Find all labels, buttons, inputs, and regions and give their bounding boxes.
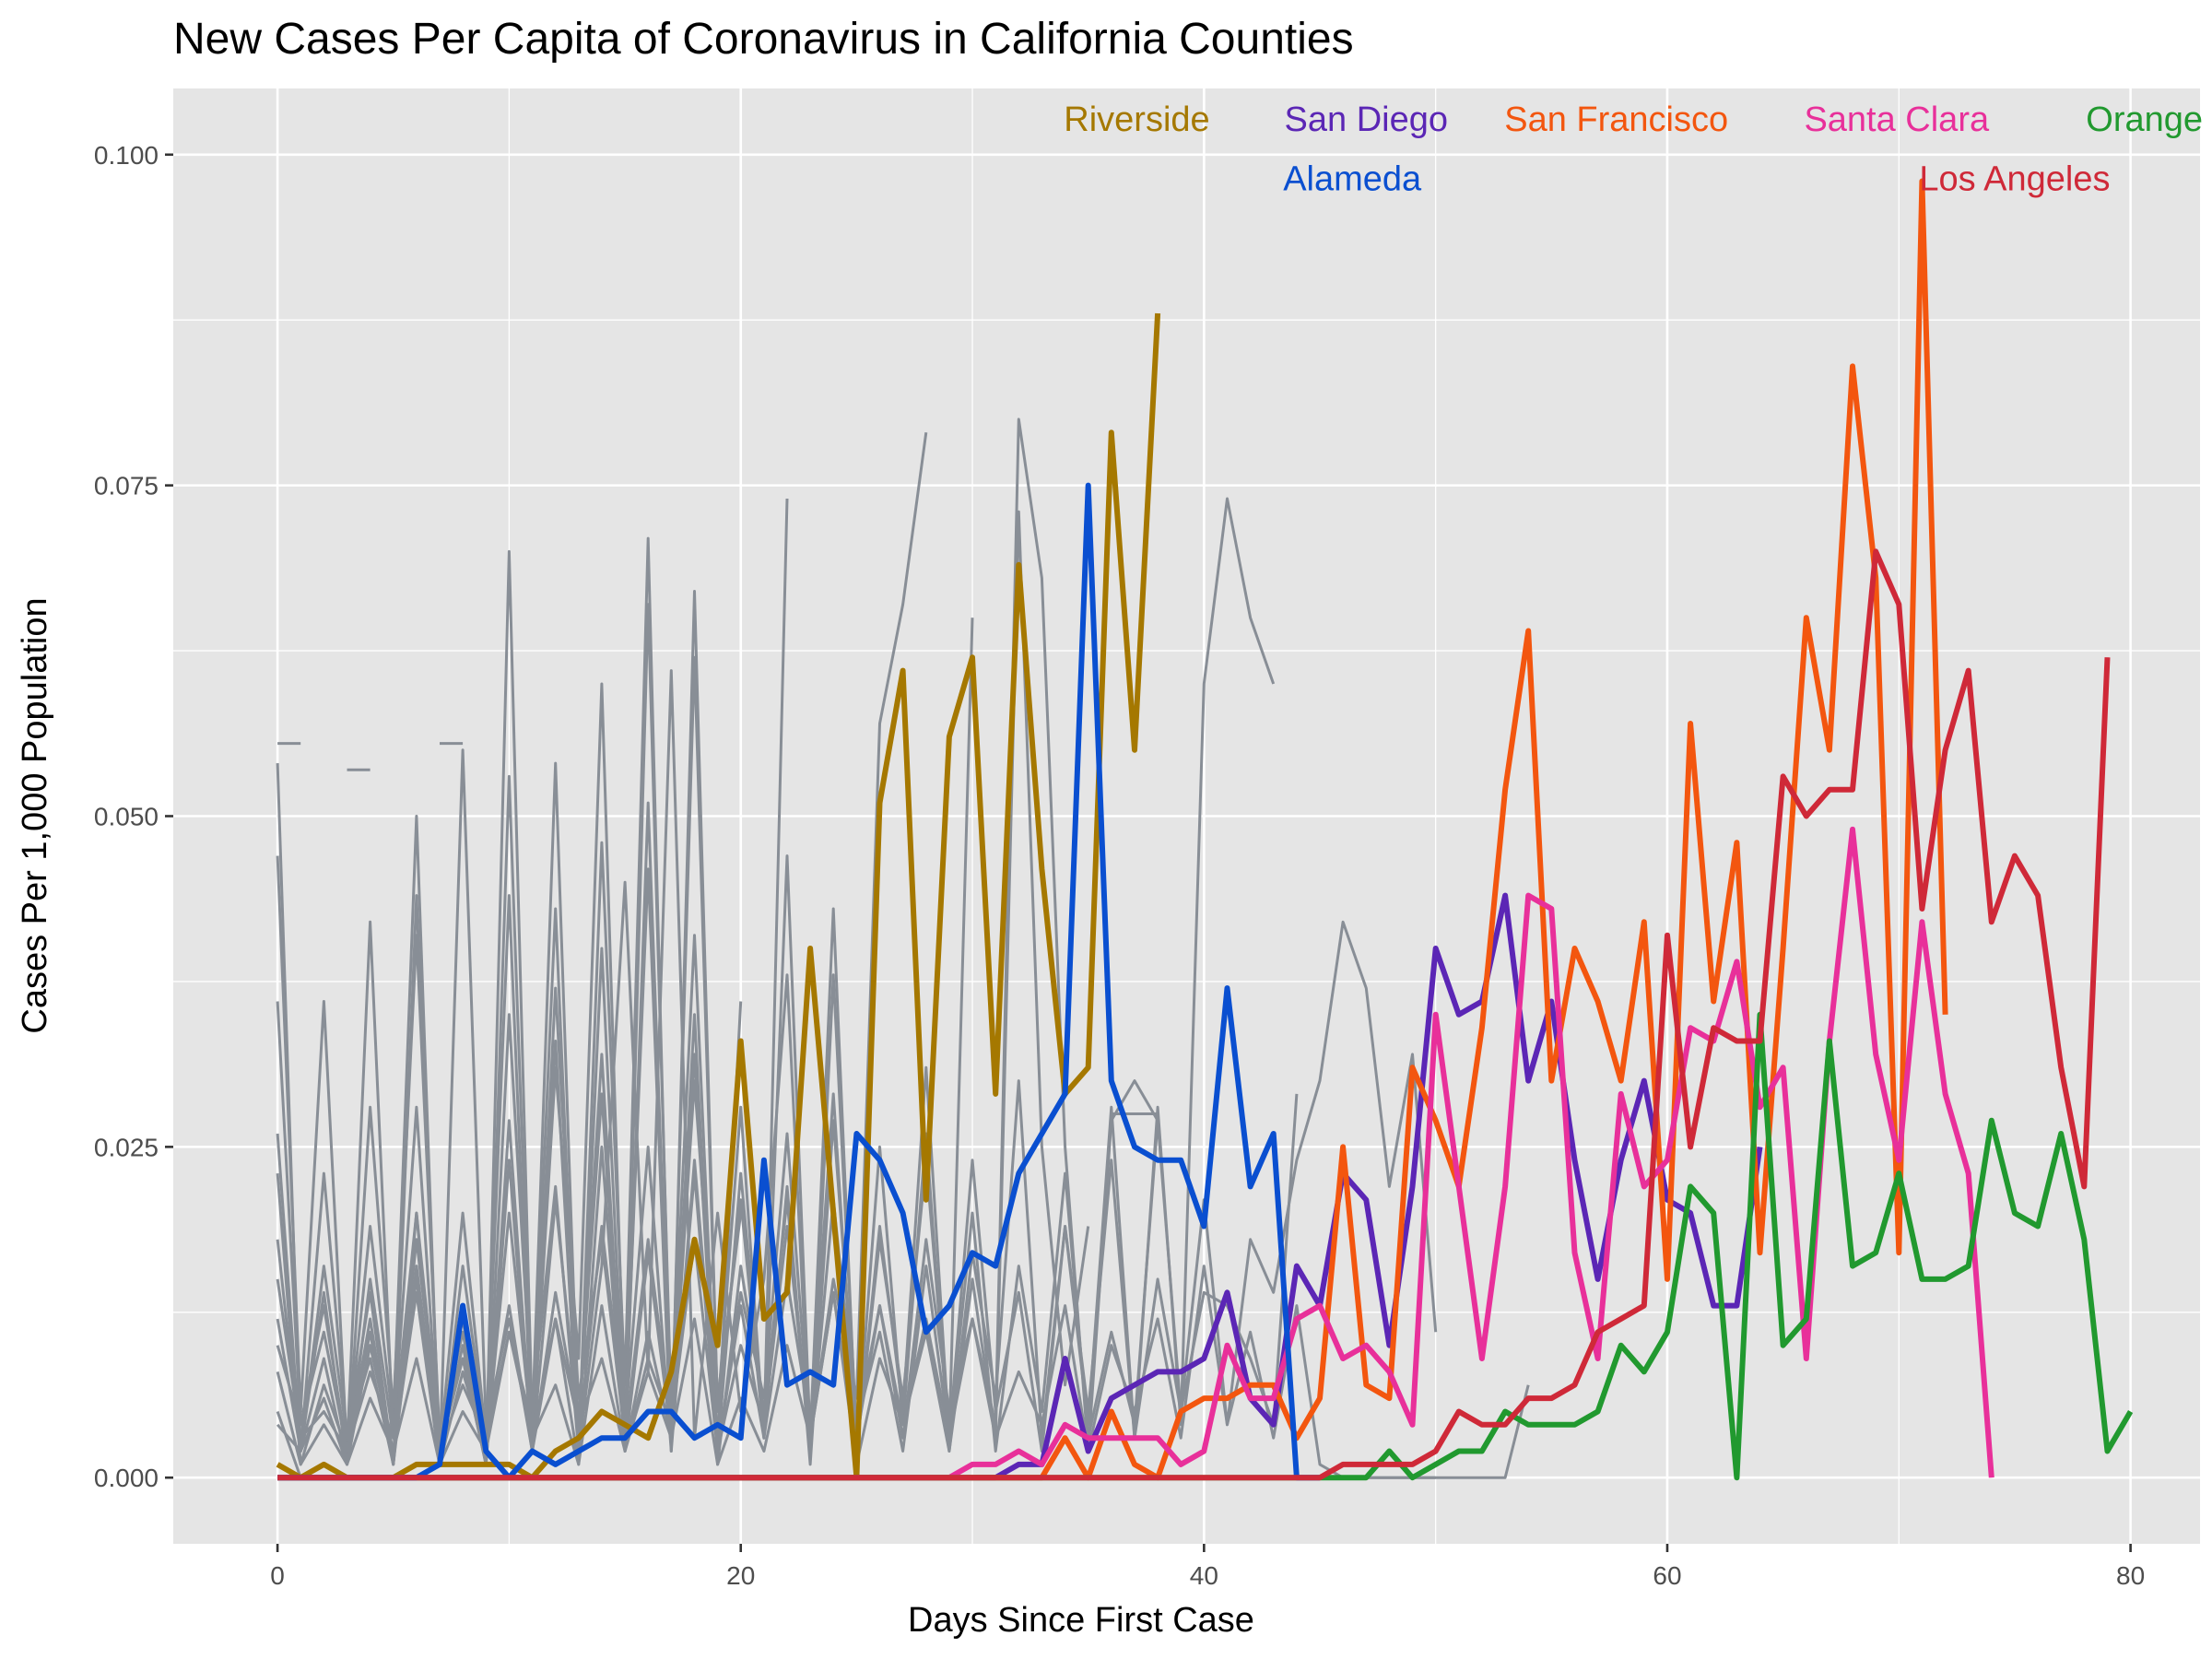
x-tick-label: 80	[2116, 1561, 2145, 1590]
series-label-santa-clara: Santa Clara	[1804, 100, 1990, 139]
series-line-alameda	[277, 482, 1320, 1481]
y-tick-label: 0.075	[94, 472, 159, 500]
series-label-riverside: Riverside	[1064, 100, 1209, 139]
series-label-san-diego: San Diego	[1285, 100, 1448, 139]
series-line-riverside	[276, 312, 1161, 1481]
x-tick-label: 40	[1190, 1561, 1218, 1590]
x-tick-label: 20	[726, 1561, 755, 1590]
chart-title: New Cases Per Capita of Coronavirus in C…	[173, 15, 1354, 64]
x-tick-label: 60	[1653, 1561, 1681, 1590]
county-labels: Riverside San Diego San Francisco Santa Cla…	[1064, 100, 2203, 199]
y-axis-ticks: 0.000 0.025 0.050 0.075 0.100	[94, 141, 173, 1492]
y-tick-label: 0.100	[94, 141, 159, 170]
series-label-los-angeles: Los Angeles	[1919, 160, 2110, 199]
series-line-los-angeles	[277, 548, 2111, 1481]
highlighted-county-lines	[276, 178, 2134, 1481]
x-axis-title: Days Since First Case	[908, 1601, 1254, 1640]
series-label-orange: Orange	[2086, 100, 2203, 139]
x-axis-ticks: 0 20 40 60 80	[270, 1544, 2145, 1590]
y-axis-title: Cases Per 1,000 Population	[16, 597, 54, 1033]
y-tick-label: 0.025	[94, 1133, 159, 1161]
x-tick-label: 0	[270, 1561, 285, 1590]
series-label-alameda: Alameda	[1283, 160, 1422, 199]
y-tick-label: 0.000	[94, 1464, 159, 1492]
series-label-san-francisco: San Francisco	[1504, 100, 1728, 139]
y-tick-label: 0.050	[94, 803, 159, 831]
